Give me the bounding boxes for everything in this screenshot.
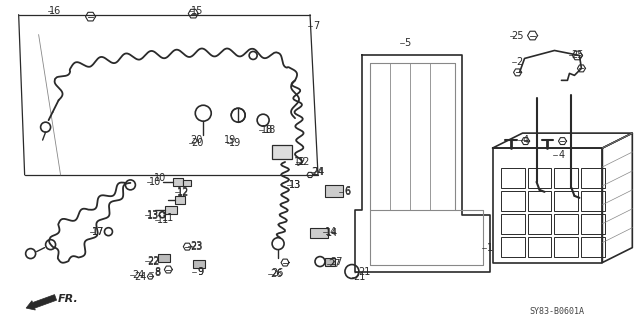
Text: 24: 24 xyxy=(312,167,324,177)
Bar xyxy=(582,191,605,211)
Bar xyxy=(183,180,191,186)
Bar xyxy=(527,237,552,257)
Text: 23: 23 xyxy=(190,242,203,252)
Bar xyxy=(527,191,552,211)
Text: 12: 12 xyxy=(294,157,306,167)
Bar xyxy=(582,168,605,188)
Text: 13: 13 xyxy=(289,180,301,190)
Text: 13: 13 xyxy=(147,210,159,220)
Text: 13: 13 xyxy=(147,211,159,221)
Text: 12: 12 xyxy=(177,188,189,198)
Bar xyxy=(310,228,328,238)
Text: 24: 24 xyxy=(132,270,145,281)
Text: 22: 22 xyxy=(147,256,160,266)
Bar xyxy=(501,168,524,188)
Text: 18: 18 xyxy=(264,125,276,135)
Text: 21: 21 xyxy=(354,273,366,283)
Text: 21: 21 xyxy=(359,267,371,276)
Bar xyxy=(193,260,205,268)
Bar xyxy=(501,214,524,234)
Text: 23: 23 xyxy=(190,241,203,251)
Text: 27: 27 xyxy=(331,257,343,267)
Text: SY83-B0601A: SY83-B0601A xyxy=(529,307,585,316)
Text: 22: 22 xyxy=(147,257,160,267)
Text: 27: 27 xyxy=(329,259,341,268)
Text: 24: 24 xyxy=(311,167,323,177)
Text: 12: 12 xyxy=(177,187,189,197)
Text: 1: 1 xyxy=(487,243,492,252)
Text: 9: 9 xyxy=(197,267,203,276)
Bar xyxy=(527,168,552,188)
Text: 4: 4 xyxy=(559,150,564,160)
Bar xyxy=(166,206,177,214)
Text: 26: 26 xyxy=(270,268,282,278)
Text: 19: 19 xyxy=(229,138,241,148)
Bar xyxy=(554,168,578,188)
Text: 14: 14 xyxy=(326,228,338,238)
Bar xyxy=(554,237,578,257)
Text: 13: 13 xyxy=(289,180,301,190)
Bar xyxy=(554,191,578,211)
Text: 4: 4 xyxy=(522,135,529,145)
Text: 25: 25 xyxy=(512,30,524,41)
Text: 8: 8 xyxy=(154,268,161,277)
Text: 17: 17 xyxy=(92,227,104,237)
Text: 6: 6 xyxy=(344,187,350,197)
Bar xyxy=(325,185,343,197)
Text: 9: 9 xyxy=(197,267,203,276)
Bar xyxy=(582,214,605,234)
Text: 26: 26 xyxy=(271,268,283,277)
Text: 7: 7 xyxy=(313,20,319,31)
Text: FR.: FR. xyxy=(57,294,78,304)
Text: 20: 20 xyxy=(190,135,203,145)
Text: 11: 11 xyxy=(162,213,175,223)
Text: 15: 15 xyxy=(191,6,203,16)
Text: 12: 12 xyxy=(298,157,310,167)
Bar xyxy=(527,214,552,234)
Text: 14: 14 xyxy=(325,227,337,237)
Text: 18: 18 xyxy=(261,125,273,135)
Bar xyxy=(501,191,524,211)
Bar xyxy=(325,258,335,266)
Text: 24: 24 xyxy=(134,273,147,283)
Bar xyxy=(159,253,170,261)
Text: 5: 5 xyxy=(404,37,411,47)
Text: 17: 17 xyxy=(92,227,104,237)
Text: 2: 2 xyxy=(517,57,523,68)
Bar xyxy=(173,178,183,186)
Text: 16: 16 xyxy=(50,6,62,16)
Bar xyxy=(272,145,292,159)
Bar xyxy=(175,196,185,204)
Text: 19: 19 xyxy=(224,135,236,145)
Bar xyxy=(582,237,605,257)
Bar xyxy=(501,237,524,257)
Text: 20: 20 xyxy=(191,138,203,148)
FancyArrow shape xyxy=(26,295,57,310)
Text: 10: 10 xyxy=(154,173,166,183)
Text: 8: 8 xyxy=(154,267,161,276)
Text: 10: 10 xyxy=(149,177,162,187)
Text: 11: 11 xyxy=(157,215,169,225)
Text: 6: 6 xyxy=(345,186,351,196)
Bar xyxy=(554,214,578,234)
Text: 25: 25 xyxy=(571,51,583,60)
